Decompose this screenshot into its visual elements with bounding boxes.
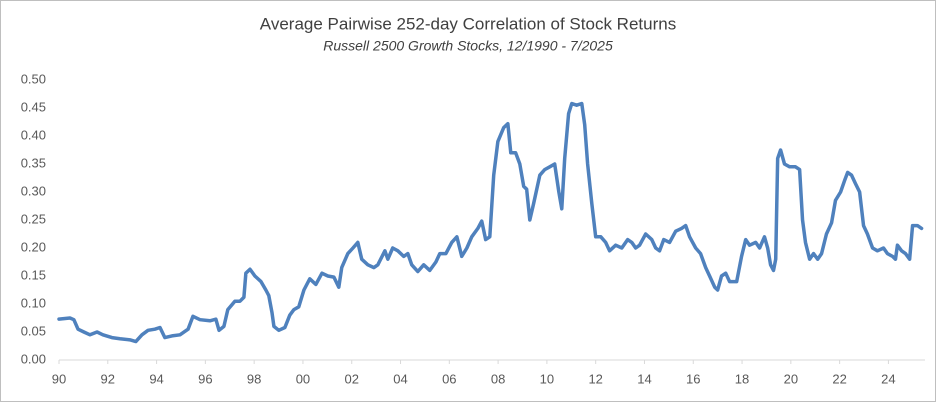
x-tick-label: 08 — [491, 371, 505, 386]
x-tick-label: 22 — [832, 371, 846, 386]
x-tick-label: 24 — [881, 371, 895, 386]
x-tick-label: 96 — [198, 371, 212, 386]
y-tick-label: 0.25 — [21, 211, 46, 226]
x-tick-label: 16 — [686, 371, 700, 386]
x-tick-label: 10 — [540, 371, 554, 386]
x-tick-label: 98 — [247, 371, 261, 386]
x-tick-label: 94 — [149, 371, 163, 386]
y-tick-label: 0.30 — [21, 183, 46, 198]
x-tick-label: 20 — [784, 371, 798, 386]
chart-title: Average Pairwise 252-day Correlation of … — [260, 14, 676, 33]
y-tick-label: 0.50 — [21, 71, 46, 86]
y-tick-label: 0.45 — [21, 99, 46, 114]
y-tick-label: 0.10 — [21, 295, 46, 310]
x-tick-label: 04 — [393, 371, 407, 386]
y-tick-label: 0.05 — [21, 323, 46, 338]
y-tick-label: 0.40 — [21, 127, 46, 142]
x-tick-label: 00 — [296, 371, 310, 386]
y-tick-label: 0.00 — [21, 351, 46, 366]
x-tick-label: 12 — [588, 371, 602, 386]
x-tick-label: 92 — [101, 371, 115, 386]
x-tick-label: 06 — [442, 371, 456, 386]
x-tick-label: 14 — [637, 371, 651, 386]
y-tick-label: 0.20 — [21, 239, 46, 254]
x-tick-label: 18 — [735, 371, 749, 386]
x-tick-label: 02 — [344, 371, 358, 386]
line-series — [57, 101, 924, 344]
x-tick-label: 90 — [52, 371, 66, 386]
chart-subtitle: Russell 2500 Growth Stocks, 12/1990 - 7/… — [323, 38, 613, 54]
y-tick-label: 0.35 — [21, 155, 46, 170]
y-tick-label: 0.15 — [21, 267, 46, 282]
